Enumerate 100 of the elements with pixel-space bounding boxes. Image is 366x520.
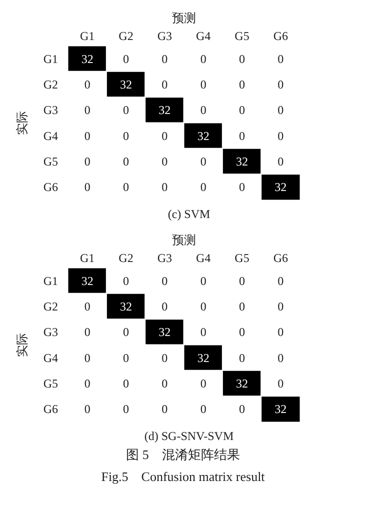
data-label: 0 bbox=[200, 402, 206, 416]
x-tick-label: G3 bbox=[157, 251, 172, 265]
data-label: 0 bbox=[278, 350, 284, 365]
y-axis-title: 实际 bbox=[15, 111, 29, 135]
x-tick-label: G5 bbox=[234, 29, 250, 43]
data-label: 0 bbox=[123, 103, 129, 118]
data-label: 32 bbox=[236, 154, 248, 168]
data-label: 32 bbox=[120, 78, 132, 92]
data-label: 0 bbox=[162, 78, 168, 92]
data-label: 0 bbox=[162, 274, 168, 288]
data-label: 0 bbox=[239, 128, 245, 143]
data-label: 0 bbox=[239, 325, 245, 340]
x-axis-title: 预测 bbox=[172, 233, 196, 247]
text: (c) SVM bbox=[168, 207, 210, 221]
y-tick-label: G6 bbox=[43, 402, 58, 416]
data-label: 0 bbox=[162, 154, 168, 168]
data-label: 32 bbox=[158, 103, 171, 118]
data-label: 0 bbox=[200, 180, 206, 194]
x-tick-label: G3 bbox=[157, 29, 172, 43]
data-label: 0 bbox=[278, 154, 284, 168]
data-label: 0 bbox=[239, 103, 245, 118]
data-label: 0 bbox=[278, 52, 284, 66]
data-label: 0 bbox=[84, 300, 90, 314]
data-label: 0 bbox=[239, 300, 245, 314]
data-label: 0 bbox=[162, 350, 168, 365]
data-label: 0 bbox=[239, 52, 245, 66]
caption: Fig.5 Confusion matrix result bbox=[101, 469, 266, 484]
data-label: 0 bbox=[84, 128, 90, 143]
data-label: 0 bbox=[162, 180, 168, 194]
data-label: 32 bbox=[81, 274, 94, 288]
data-label: 32 bbox=[197, 350, 210, 365]
y-tick-label: G3 bbox=[43, 103, 58, 118]
x-tick-label: G2 bbox=[118, 251, 134, 265]
data-label: 0 bbox=[200, 154, 206, 168]
data-label: 0 bbox=[84, 180, 90, 194]
data-label: 0 bbox=[123, 350, 129, 365]
data-label: 0 bbox=[200, 325, 206, 340]
data-label: 0 bbox=[278, 103, 284, 118]
data-label: 32 bbox=[274, 402, 287, 416]
data-label: 0 bbox=[239, 180, 245, 194]
data-label: 0 bbox=[239, 402, 245, 416]
data-label: 0 bbox=[162, 52, 168, 66]
y-tick-label: G1 bbox=[43, 52, 58, 66]
data-label: 0 bbox=[239, 78, 245, 92]
y-tick-label: G2 bbox=[43, 78, 58, 92]
data-label: 32 bbox=[120, 300, 132, 314]
data-label: 0 bbox=[278, 376, 284, 390]
data-label: 0 bbox=[84, 103, 90, 118]
data-label: 0 bbox=[278, 325, 284, 340]
x-tick-label: G4 bbox=[196, 29, 211, 43]
data-label: 0 bbox=[200, 274, 206, 288]
x-tick-label: G1 bbox=[80, 251, 95, 265]
y-tick-label: G2 bbox=[43, 300, 58, 314]
x-tick-label: G6 bbox=[273, 251, 288, 265]
data-label: 0 bbox=[278, 300, 284, 314]
data-label: 0 bbox=[84, 325, 90, 340]
data-label: 0 bbox=[123, 180, 129, 194]
x-tick-label: G1 bbox=[80, 29, 95, 43]
y-tick-label: G6 bbox=[43, 180, 58, 194]
x-tick-label: G6 bbox=[273, 29, 288, 43]
y-tick-label: G5 bbox=[43, 154, 58, 168]
data-label: 0 bbox=[84, 154, 90, 168]
x-tick-label: G4 bbox=[196, 251, 211, 265]
data-label: 0 bbox=[84, 78, 90, 92]
data-label: 0 bbox=[162, 402, 168, 416]
data-label: 0 bbox=[162, 376, 168, 390]
y-tick-label: G1 bbox=[43, 274, 58, 288]
data-label: 0 bbox=[123, 274, 129, 288]
data-label: 0 bbox=[278, 128, 284, 143]
caption: 图 5 混淆矩阵结果 bbox=[126, 447, 240, 462]
text: (d) SG-SNV-SVM bbox=[144, 429, 234, 443]
y-tick-label: G4 bbox=[43, 350, 58, 365]
data-label: 0 bbox=[200, 103, 206, 118]
data-label: 0 bbox=[278, 274, 284, 288]
data-label: 32 bbox=[274, 180, 287, 194]
data-label: 0 bbox=[239, 350, 245, 365]
data-label: 0 bbox=[123, 128, 129, 143]
data-label: 0 bbox=[84, 402, 90, 416]
data-label: 0 bbox=[123, 402, 129, 416]
data-label: 0 bbox=[84, 376, 90, 390]
data-label: 0 bbox=[123, 325, 129, 340]
data-label: 0 bbox=[200, 300, 206, 314]
data-label: 0 bbox=[278, 78, 284, 92]
y-axis-title: 实际 bbox=[15, 333, 29, 357]
y-tick-label: G4 bbox=[43, 128, 58, 143]
data-label: 0 bbox=[162, 300, 168, 314]
data-label: 32 bbox=[197, 128, 210, 143]
data-label: 32 bbox=[158, 325, 171, 340]
data-label: 0 bbox=[200, 78, 206, 92]
data-label: 0 bbox=[123, 52, 129, 66]
data-label: 0 bbox=[200, 52, 206, 66]
y-tick-label: G3 bbox=[43, 325, 58, 340]
x-axis-title: 预测 bbox=[172, 11, 196, 25]
data-label: 32 bbox=[81, 52, 94, 66]
x-tick-label: G2 bbox=[118, 29, 134, 43]
data-label: 0 bbox=[200, 376, 206, 390]
data-label: 32 bbox=[236, 376, 248, 390]
data-label: 0 bbox=[123, 154, 129, 168]
y-tick-label: G5 bbox=[43, 376, 58, 390]
x-tick-label: G5 bbox=[234, 251, 250, 265]
